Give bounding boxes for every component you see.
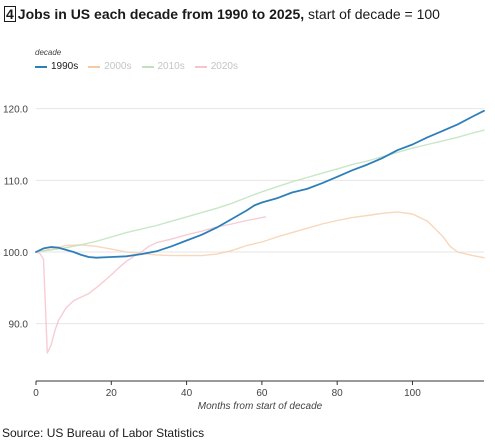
legend-item-2020s: 2020s bbox=[194, 61, 238, 72]
figure-number: 4 bbox=[4, 6, 16, 22]
x-tick-label: 20 bbox=[106, 388, 118, 399]
title-rest: start of decade = 100 bbox=[304, 6, 440, 22]
series-line-2000s bbox=[35, 211, 485, 259]
x-tick-label: 80 bbox=[332, 388, 344, 399]
legend-item-2000s: 2000s bbox=[88, 61, 132, 72]
series-line-2010s bbox=[35, 129, 485, 253]
source-note: Source: US Bureau of Labor Statistics bbox=[2, 426, 205, 440]
legend-label: 2010s bbox=[157, 61, 185, 72]
series-line-2020s bbox=[35, 216, 267, 354]
legend-item-1990s: 1990s bbox=[35, 61, 78, 72]
y-tick-label: 90.0 bbox=[9, 320, 29, 331]
legend-swatch bbox=[141, 65, 154, 68]
chart-title: 4 Jobs in US each decade from 1990 to 202… bbox=[4, 6, 440, 22]
x-tick-label: 60 bbox=[256, 388, 268, 399]
x-tick-label: 100 bbox=[404, 388, 421, 399]
legend-swatch bbox=[194, 65, 207, 68]
legend-label: 1990s bbox=[51, 61, 79, 72]
y-tick-label: 110.0 bbox=[4, 176, 29, 187]
y-tick-label: 120.0 bbox=[3, 105, 28, 116]
series-line-1990s bbox=[35, 109, 485, 259]
x-tick-label: 0 bbox=[33, 388, 39, 399]
legend-items: 1990s 2000s 2010s 2020s bbox=[35, 61, 238, 72]
legend-title: decade bbox=[35, 48, 62, 57]
legend-swatch bbox=[88, 65, 101, 68]
x-tick-label: 40 bbox=[181, 388, 193, 399]
y-tick-label: 100.0 bbox=[3, 248, 28, 259]
legend-item-2010s: 2010s bbox=[141, 61, 185, 72]
title-bold: Jobs in US each decade from 1990 to 2025… bbox=[17, 6, 305, 22]
x-axis-label: Months from start of decade bbox=[198, 401, 323, 412]
legend-swatch bbox=[35, 65, 47, 68]
legend-label: 2000s bbox=[104, 61, 132, 72]
legend-label: 2020s bbox=[210, 61, 238, 72]
legend: decade 1990s 2000s 2010s 2020s bbox=[35, 48, 238, 72]
